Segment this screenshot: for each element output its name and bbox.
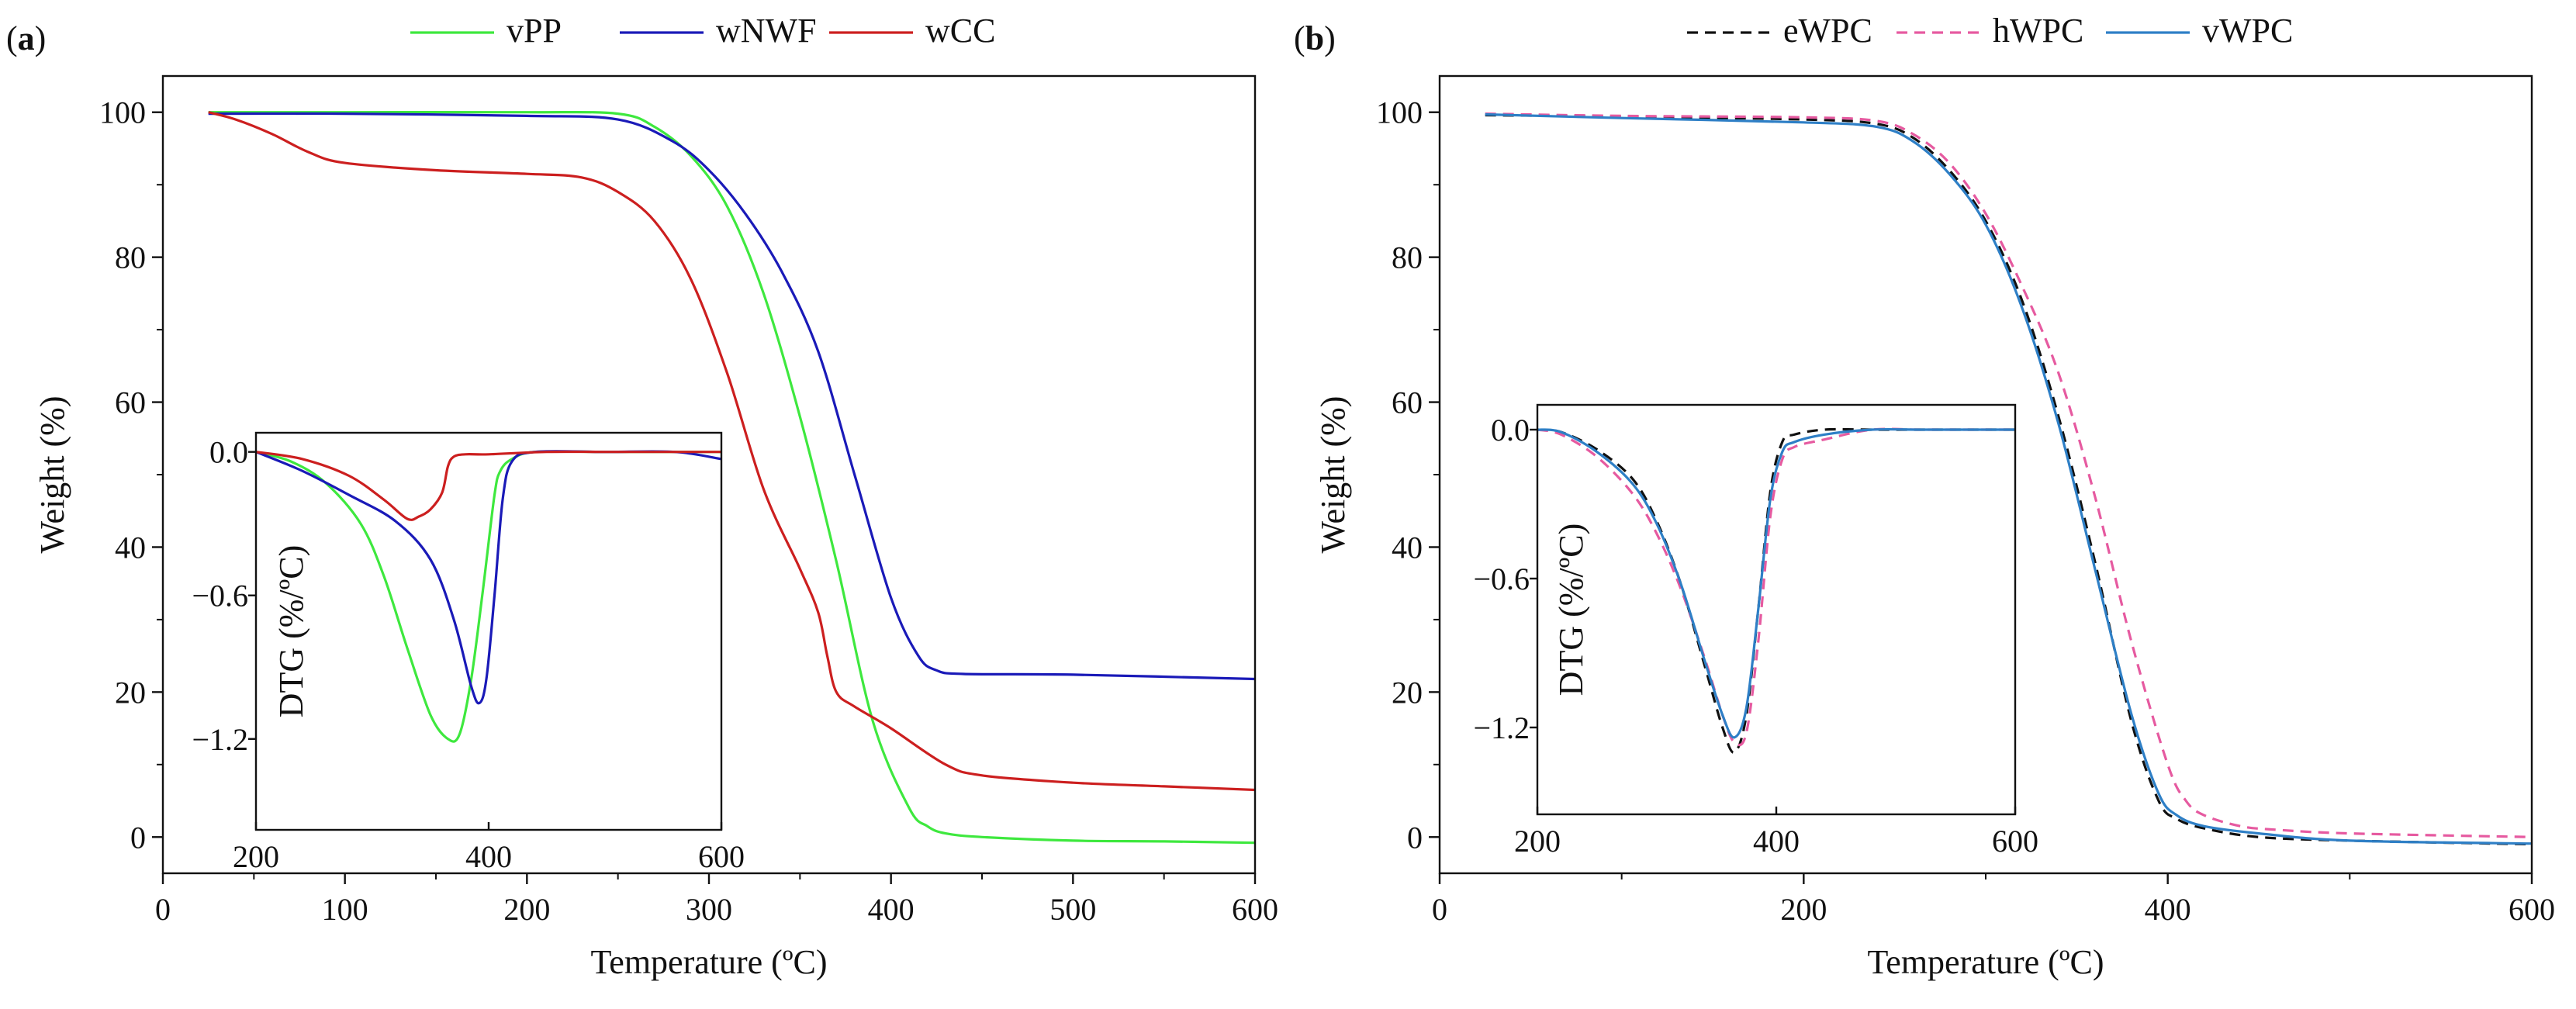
y-axis-title: Weight (%) xyxy=(33,396,71,554)
y-tick-label: 20 xyxy=(1392,675,1423,710)
panel-a-label: (a) xyxy=(6,19,46,57)
legend-label-wCC: wCC xyxy=(925,12,995,50)
y-tick-label: 80 xyxy=(115,240,146,275)
series-line-vWPC xyxy=(1537,427,2015,739)
charts-layer: 0 100 200 300 400 500 600020406080100Temperatu… xyxy=(33,12,2555,981)
x-tick-label: 500 xyxy=(1049,892,1096,927)
y-tick-label: 0 xyxy=(1407,820,1423,855)
x-tick-label: 600 xyxy=(1232,892,1278,927)
panel-b-label: (b) xyxy=(1294,19,1336,57)
x-tick-label: 600 xyxy=(2509,892,2555,927)
series-group xyxy=(1485,112,2532,846)
legend-label-wNWF: wNWF xyxy=(716,12,817,50)
legend-label-eWPC: eWPC xyxy=(1783,12,1872,50)
b-inset-chart: 200 400 600 0.0 −0.6 −1.2 DTG (%/ºC) xyxy=(1473,403,2038,859)
x-tick-label: 400 xyxy=(465,839,512,874)
x-tick-label: 0 xyxy=(1432,892,1447,927)
y-tick-label: 20 xyxy=(115,675,146,710)
series-line-vPP xyxy=(208,110,1255,845)
y-tick-label: 0.0 xyxy=(209,435,248,470)
x-tick-label: 400 xyxy=(868,892,915,927)
inset-background xyxy=(256,433,721,830)
x-tick-label: 400 xyxy=(2145,892,2191,927)
x-tick-label: 600 xyxy=(698,839,745,874)
y-tick-label: −1.2 xyxy=(1473,710,1530,745)
x-tick-label: 0 xyxy=(155,892,171,927)
y-tick-label: −1.2 xyxy=(192,722,248,757)
x-tick-label: 200 xyxy=(233,839,279,874)
series-line-eWPC xyxy=(1537,427,2015,754)
x-axis-title: Temperature (ºC) xyxy=(591,943,828,981)
x-tick-label: 200 xyxy=(1780,892,1827,927)
y-tick-label: 60 xyxy=(1392,385,1423,420)
series-line-eWPC xyxy=(1485,113,2532,846)
y-tick-label: −0.6 xyxy=(1473,562,1530,596)
legend-label-vWPC: vWPC xyxy=(2202,12,2293,50)
x-tick-label: 300 xyxy=(686,892,732,927)
y-axis-title: DTG (%/ºC) xyxy=(1552,524,1590,696)
series-line-hWPC xyxy=(1485,112,2532,838)
series-line-wCC xyxy=(256,450,721,521)
y-tick-label: 40 xyxy=(1392,530,1423,565)
series-line-wNWF xyxy=(208,112,1255,681)
y-tick-label: 80 xyxy=(1392,240,1423,275)
y-tick-label: −0.6 xyxy=(192,579,248,613)
x-axis-title: Temperature (ºC) xyxy=(1868,943,2104,981)
x-tick-label: 600 xyxy=(1992,824,2038,859)
legend: vPP wNWF wCC xyxy=(410,12,995,50)
y-tick-label: 0 xyxy=(130,820,146,855)
legend-label-hWPC: hWPC xyxy=(1993,12,2083,50)
legend: eWPC hWPC vWPC xyxy=(1687,12,2293,50)
series-line-vWPC xyxy=(1485,112,2532,845)
a-main-chart: 0 100 200 300 400 500 600 0 20 40 60 80 100 Temperatu… xyxy=(33,12,1278,981)
series-group xyxy=(1537,427,2015,754)
x-tick-label: 400 xyxy=(1753,824,1800,859)
y-tick-label: 100 xyxy=(1376,95,1423,130)
legend-label-vPP: vPP xyxy=(507,12,562,50)
x-tick-label: 200 xyxy=(503,892,550,927)
y-tick-label: 100 xyxy=(99,95,146,130)
y-axis-title: DTG (%/ºC) xyxy=(272,545,310,718)
y-tick-label: 40 xyxy=(115,530,146,565)
a-inset-chart: 200 400 600 0.0 −0.6 −1.2 DTG (%/ºC) xyxy=(192,431,745,874)
series-group xyxy=(208,110,1255,845)
y-tick-label: 0.0 xyxy=(1491,413,1530,447)
series-group xyxy=(256,450,721,743)
y-axis-title: Weight (%) xyxy=(1314,396,1352,554)
x-tick-label: 100 xyxy=(322,892,368,927)
b-main-chart: 0 200 400 600 0 20 40 60 80 100 Temperature (ºC) We… xyxy=(1314,12,2555,981)
y-tick-label: 60 xyxy=(115,385,146,420)
series-line-wCC xyxy=(208,111,1255,792)
x-tick-label: 200 xyxy=(1514,824,1561,859)
